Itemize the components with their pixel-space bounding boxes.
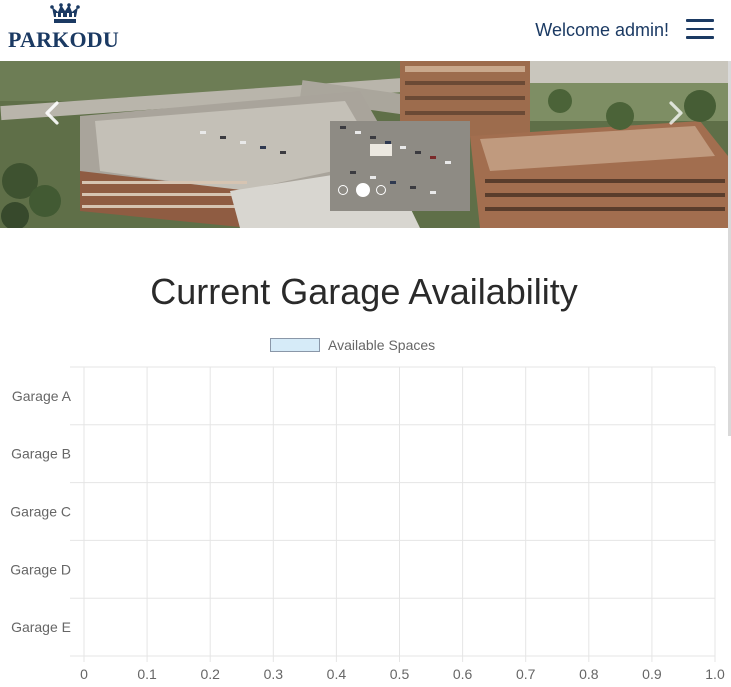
carousel-indicator-2[interactable] [356,183,370,197]
y-tick-label: Garage E [11,619,71,635]
legend-label: Available Spaces [328,337,436,353]
x-tick-label: 0.1 [137,666,157,682]
hero-carousel [0,61,728,228]
x-tick-label: 0.2 [200,666,220,682]
y-tick-label: Garage D [10,561,71,577]
hamburger-menu-icon[interactable] [686,19,714,39]
top-navbar: PARKODU Welcome admin! [0,0,731,61]
welcome-message: Welcome admin! [535,20,669,40]
aerial-garage-photo [0,61,728,228]
x-tick-label: 0.6 [453,666,473,682]
brand-logo-text[interactable]: PARKODU [8,27,119,52]
crown-icon[interactable] [50,3,80,25]
carousel-indicators [338,183,394,199]
x-tick-label: 0.4 [327,666,347,682]
garage-availability-chart: 0 0.1 0.2 0.3 0.4 0.5 0.6 0.7 0.8 0.9 1.0 Garage A G… [10,366,725,682]
carousel-indicator-1[interactable] [338,185,348,195]
page-scrollbar[interactable] [728,61,731,436]
legend-swatch [270,338,320,352]
x-tick-label: 0.7 [516,666,536,682]
x-tick-label: 0.5 [390,666,410,682]
y-tick-label: Garage B [11,446,71,462]
x-tick-label: 0.3 [264,666,284,682]
page-title: Current Garage Availability [150,271,578,312]
x-tick-label: 0.8 [579,666,599,682]
y-tick-label: Garage A [12,388,72,404]
x-tick-label: 1.0 [705,666,725,682]
carousel-prev-button[interactable] [38,99,66,127]
x-tick-label: 0 [80,666,88,682]
carousel-next-button[interactable] [662,99,690,127]
carousel-indicator-3[interactable] [376,185,386,195]
x-tick-label: 0.9 [642,666,662,682]
y-tick-label: Garage C [10,504,71,520]
